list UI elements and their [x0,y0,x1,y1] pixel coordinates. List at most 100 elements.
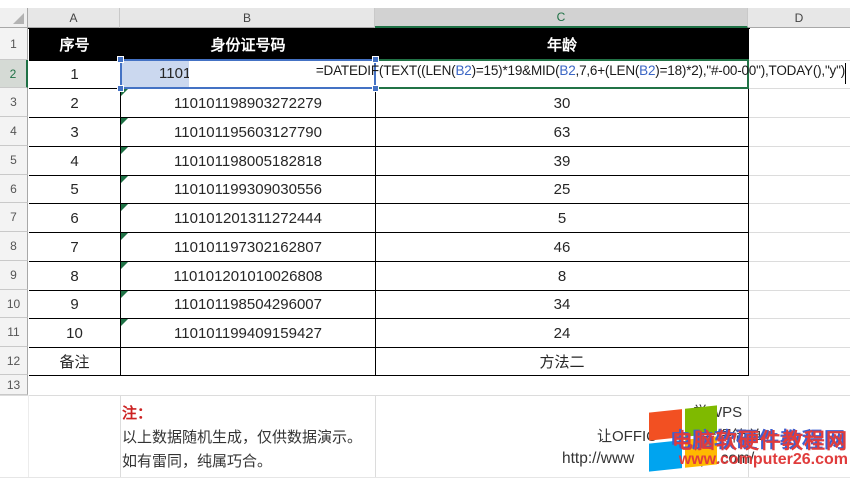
row-header-6[interactable]: 6 [0,175,28,203]
header-cell-id[interactable]: 身份证号码 [121,29,376,61]
cell-a2[interactable]: 1 [29,61,121,89]
formula-segment: ,7,6+(LEN( [575,63,640,78]
gridline [748,395,749,477]
cell-c12[interactable]: 方法二 [376,348,749,376]
table-row: 5 110101199309030556 25 [29,176,749,204]
row-header-9[interactable]: 9 [0,261,28,290]
error-triangle-icon [121,89,128,96]
cell-c4[interactable]: 63 [376,118,749,147]
referenced-cell-b2-highlight: 1101 [121,61,189,87]
table-row: 2 110101198903272279 30 [29,89,749,118]
column-header-b[interactable]: B [120,8,375,28]
range-handle-icon[interactable] [372,85,379,92]
cell-b4[interactable]: 110101195603127790 [121,118,376,147]
gridline [748,318,850,319]
cell-a5[interactable]: 4 [29,147,121,176]
watermark-site-name: 电脑软硬件教程网 [672,430,848,453]
table-row: 6 110101201311272444 5 [29,204,749,233]
cell-a11[interactable]: 10 [29,319,121,348]
header-cell-serial[interactable]: 序号 [29,29,121,61]
table-row: 8 110101201010026808 8 [29,262,749,291]
gridline [748,146,850,147]
row-header-1[interactable]: 1 [0,28,28,60]
table-header-row: 序号 身份证号码 年龄 [29,29,749,61]
column-header-c[interactable]: C [375,8,748,28]
column-header-a[interactable]: A [28,8,120,28]
cell-b3[interactable]: 110101198903272279 [121,89,376,118]
gridline [748,232,850,233]
cell-b6[interactable]: 110101199309030556 [121,176,376,204]
formula-segment: =DATEDIF(TEXT((LEN( [315,63,456,78]
reference-range-border [120,59,376,89]
error-triangle-icon [121,319,128,326]
row-header-8[interactable]: 8 [0,232,28,261]
range-handle-icon[interactable] [117,85,124,92]
gridline [748,175,850,176]
row-header-3[interactable]: 3 [0,88,28,117]
select-all-button[interactable] [0,8,28,28]
gridline [748,117,850,118]
gridline [375,395,376,477]
cell-b10[interactable]: 110101198504296007 [121,291,376,319]
formula-segment: )=15)*19&MID( [471,63,560,78]
cell-b9[interactable]: 110101201010026808 [121,262,376,291]
cell-a6[interactable]: 5 [29,176,121,204]
cell-a9[interactable]: 8 [29,262,121,291]
cell-a10[interactable]: 9 [29,291,121,319]
note-title: 注： [122,405,153,422]
cell-b12[interactable] [121,348,376,376]
column-header-d[interactable]: D [748,8,850,28]
cell-a3[interactable]: 2 [29,89,121,118]
gridline [748,261,850,262]
table-row: 3 110101195603127790 63 [29,118,749,147]
formula-text[interactable]: =DATEDIF(TEXT((LEN(B2)=15)*19&MID(B2,7,6… [316,63,845,78]
cell-a4[interactable]: 3 [29,118,121,147]
promo-url-left[interactable]: http://www [562,450,635,467]
gridline [748,290,850,291]
note-line-1: 以上数据随机生成，仅供数据演示。 [122,429,363,446]
cell-c5[interactable]: 39 [376,147,749,176]
formula-ref-b2: B2 [639,63,656,78]
row-header-11[interactable]: 11 [0,318,28,347]
header-cell-age[interactable]: 年龄 [376,29,749,61]
select-all-triangle-icon [13,13,24,24]
table-row: 10 110101199409159427 24 [29,319,749,348]
row-header-4[interactable]: 4 [0,117,28,146]
table-row: 4 110101198005182818 39 [29,147,749,176]
note-line-2: 如有雷同，纯属巧合。 [122,453,273,470]
error-triangle-icon [121,176,128,183]
cell-b5[interactable]: 110101198005182818 [121,147,376,176]
cell-c9[interactable]: 8 [376,262,749,291]
row-header-12[interactable]: 12 [0,347,28,375]
row-header-2[interactable]: 2 [0,60,28,88]
error-triangle-icon [121,147,128,154]
cell-a12[interactable]: 备注 [29,348,121,376]
range-handle-icon[interactable] [117,56,124,63]
gridline [0,395,850,396]
range-handle-icon[interactable] [372,56,379,63]
table-row: 9 110101198504296007 34 [29,291,749,319]
error-triangle-icon [121,204,128,211]
watermark-site-url[interactable]: www.computer26.com [678,451,848,468]
row-header-7[interactable]: 7 [0,203,28,232]
promo-line-2-left: 让OFFIC [597,428,657,445]
row-header-10[interactable]: 10 [0,290,28,318]
text-cursor [845,63,846,84]
cell-c7[interactable]: 5 [376,204,749,233]
cell-c8[interactable]: 46 [376,233,749,262]
row-header-13[interactable]: 13 [0,375,28,395]
in-cell-editor[interactable] [190,61,848,87]
cell-c11[interactable]: 24 [376,319,749,348]
gridline [748,203,850,204]
cell-c3[interactable]: 30 [376,89,749,118]
cell-a7[interactable]: 6 [29,204,121,233]
cell-b11[interactable]: 110101199409159427 [121,319,376,348]
table-row: 备注 方法二 [29,348,749,376]
error-triangle-icon [121,118,128,125]
cell-c6[interactable]: 25 [376,176,749,204]
cell-c10[interactable]: 34 [376,291,749,319]
cell-a8[interactable]: 7 [29,233,121,262]
cell-b8[interactable]: 110101197302162807 [121,233,376,262]
cell-b7[interactable]: 110101201311272444 [121,204,376,233]
row-header-5[interactable]: 5 [0,146,28,175]
